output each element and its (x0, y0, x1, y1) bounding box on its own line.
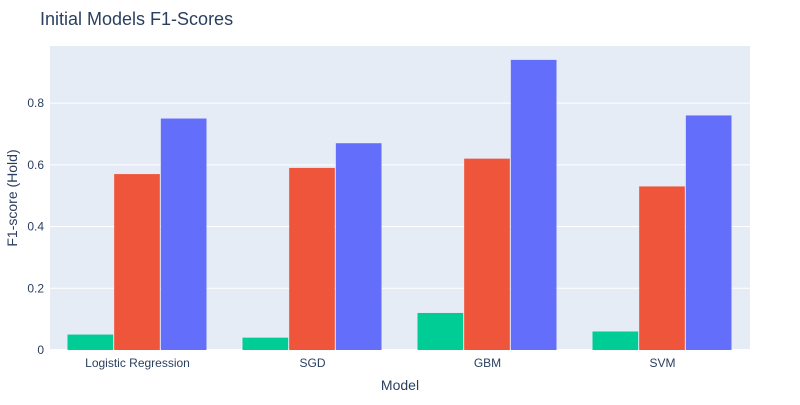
y-tick-labels: 0 0.2 0.4 0.6 0.8 (27, 96, 44, 357)
chart-title: Initial Models F1-Scores (40, 9, 233, 29)
y-tick-label: 0 (37, 343, 44, 357)
x-tick-label: SGD (299, 356, 325, 370)
bar-sgd-1 (289, 167, 335, 350)
x-tick-label: GBM (474, 356, 501, 370)
bar-logistic-regression-0 (67, 334, 114, 350)
y-tick-label: 0.6 (27, 158, 44, 172)
x-tick-label: SVM (649, 356, 675, 370)
x-tick-labels: Logistic Regression SGD GBM SVM (85, 356, 675, 370)
y-tick-label: 0.2 (27, 281, 44, 295)
bar-svm-1 (639, 186, 685, 350)
bar-sgd-0 (242, 337, 289, 350)
bar-gbm-1 (464, 158, 510, 350)
x-axis-title: Model (381, 377, 419, 393)
y-axis-title: F1-score (Hold) (4, 149, 20, 246)
bar-svm-0 (592, 331, 639, 350)
x-tick-label: Logistic Regression (85, 356, 190, 370)
bar-gbm-0 (417, 312, 464, 350)
y-tick-label: 0.4 (27, 220, 44, 234)
bar-svm-2 (685, 115, 732, 351)
bar-gbm-2 (510, 59, 557, 350)
bar-logistic-regression-2 (160, 118, 207, 350)
bar-sgd-2 (335, 143, 382, 350)
y-tick-label: 0.8 (27, 96, 44, 110)
bars-group (67, 59, 732, 351)
bar-logistic-regression-1 (114, 174, 160, 350)
